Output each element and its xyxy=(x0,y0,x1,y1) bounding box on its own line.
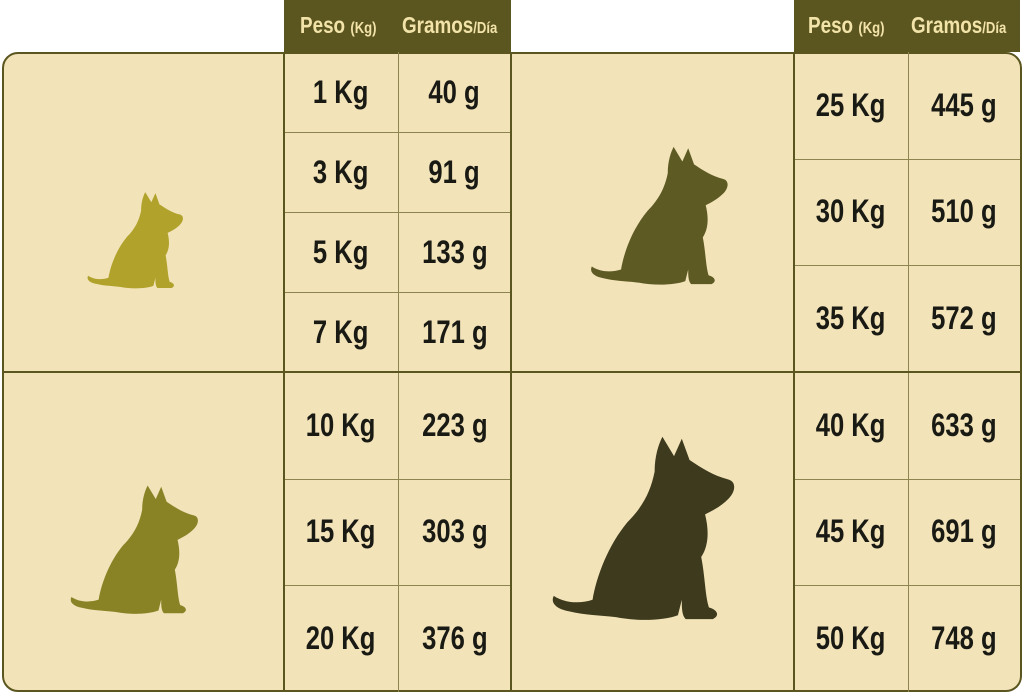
column-divider xyxy=(908,372,909,692)
gramos-cell: 223 g xyxy=(398,372,511,479)
peso-cell: 15 Kg xyxy=(284,479,398,586)
peso-cell-text: 15 Kg xyxy=(306,513,376,550)
gramos-cell-text: 171 g xyxy=(421,313,488,350)
gramos-cell: 445 g xyxy=(908,52,1020,159)
middle-divider xyxy=(2,371,1020,373)
peso-cell: 45 Kg xyxy=(794,479,908,586)
gramos-cell-text: 691 g xyxy=(931,513,997,550)
peso-cell: 7 Kg xyxy=(284,292,398,372)
peso-cell-text: 5 Kg xyxy=(313,233,369,270)
gramos-cell-text: 633 g xyxy=(931,406,997,443)
gramos-cell-text: 40 g xyxy=(428,73,481,110)
dog-silhouette-small-icon xyxy=(87,192,183,289)
row-divider xyxy=(284,132,511,133)
gramos-cell-text: 133 g xyxy=(421,233,488,270)
gramos-cell-text: 748 g xyxy=(931,620,997,657)
peso-cell-text: 35 Kg xyxy=(816,300,886,337)
peso-cell: 50 Kg xyxy=(794,585,908,692)
peso-cell-text: 1 Kg xyxy=(313,73,369,110)
row-divider xyxy=(794,478,1020,480)
peso-cell-text: 50 Kg xyxy=(816,620,886,657)
peso-cell: 3 Kg xyxy=(284,132,398,212)
gramos-cell-text: 223 g xyxy=(421,406,488,443)
gramos-cell: 510 g xyxy=(908,159,1020,266)
peso-cell-text: 25 Kg xyxy=(816,86,886,123)
gramos-cell-text: 91 g xyxy=(428,153,481,190)
peso-cell: 35 Kg xyxy=(794,265,908,372)
peso-cell: 25 Kg xyxy=(794,52,908,159)
row-divider xyxy=(794,158,1020,160)
gramos-cell-text: 572 g xyxy=(931,300,997,337)
gramos-cell: 376 g xyxy=(398,585,511,692)
row-divider xyxy=(284,292,511,293)
gramos-cell: 572 g xyxy=(908,265,1020,372)
row-divider xyxy=(284,478,511,480)
row-divider xyxy=(284,585,511,587)
column-divider xyxy=(908,52,909,372)
row-divider xyxy=(794,265,1020,267)
peso-cell: 30 Kg xyxy=(794,159,908,266)
peso-cell: 5 Kg xyxy=(284,212,398,292)
peso-cell-text: 10 Kg xyxy=(306,406,376,443)
gramos-cell-text: 376 g xyxy=(421,620,488,657)
gramos-cell: 633 g xyxy=(908,372,1020,479)
column-divider xyxy=(398,52,399,372)
row-divider xyxy=(794,585,1020,587)
header-gramos: Gramos/Día xyxy=(911,12,1007,38)
header-right: Peso (Kg) Gramos/Día xyxy=(794,0,1020,52)
gramos-cell-text: 303 g xyxy=(421,513,488,550)
peso-cell-text: 3 Kg xyxy=(313,153,369,190)
gramos-cell-text: 445 g xyxy=(931,86,997,123)
gramos-cell: 133 g xyxy=(398,212,511,292)
row-divider xyxy=(284,212,511,213)
column-divider xyxy=(398,372,399,692)
gramos-cell: 691 g xyxy=(908,479,1020,586)
header-peso: Peso (Kg) xyxy=(808,12,885,38)
peso-cell-text: 30 Kg xyxy=(816,193,886,230)
peso-cell-text: 7 Kg xyxy=(313,313,369,350)
peso-cell: 20 Kg xyxy=(284,585,398,692)
gramos-cell: 171 g xyxy=(398,292,511,372)
peso-cell: 1 Kg xyxy=(284,52,398,132)
gramos-cell: 40 g xyxy=(398,52,511,132)
dog-silhouette-large-icon xyxy=(591,146,728,285)
gramos-cell: 91 g xyxy=(398,132,511,212)
gramos-cell: 748 g xyxy=(908,585,1020,692)
header-gramos: Gramos/Día xyxy=(402,12,498,38)
peso-cell-text: 40 Kg xyxy=(816,406,886,443)
peso-cell: 40 Kg xyxy=(794,372,908,479)
header-peso: Peso (Kg) xyxy=(300,12,377,38)
header-left: Peso (Kg) Gramos/Día xyxy=(284,0,511,52)
dog-silhouette-xlarge-icon xyxy=(552,436,735,620)
peso-cell-text: 45 Kg xyxy=(816,513,886,550)
dog-silhouette-medium-icon xyxy=(70,485,198,614)
gramos-cell-text: 510 g xyxy=(931,193,997,230)
peso-cell: 10 Kg xyxy=(284,372,398,479)
gramos-cell: 303 g xyxy=(398,479,511,586)
peso-cell-text: 20 Kg xyxy=(306,620,376,657)
